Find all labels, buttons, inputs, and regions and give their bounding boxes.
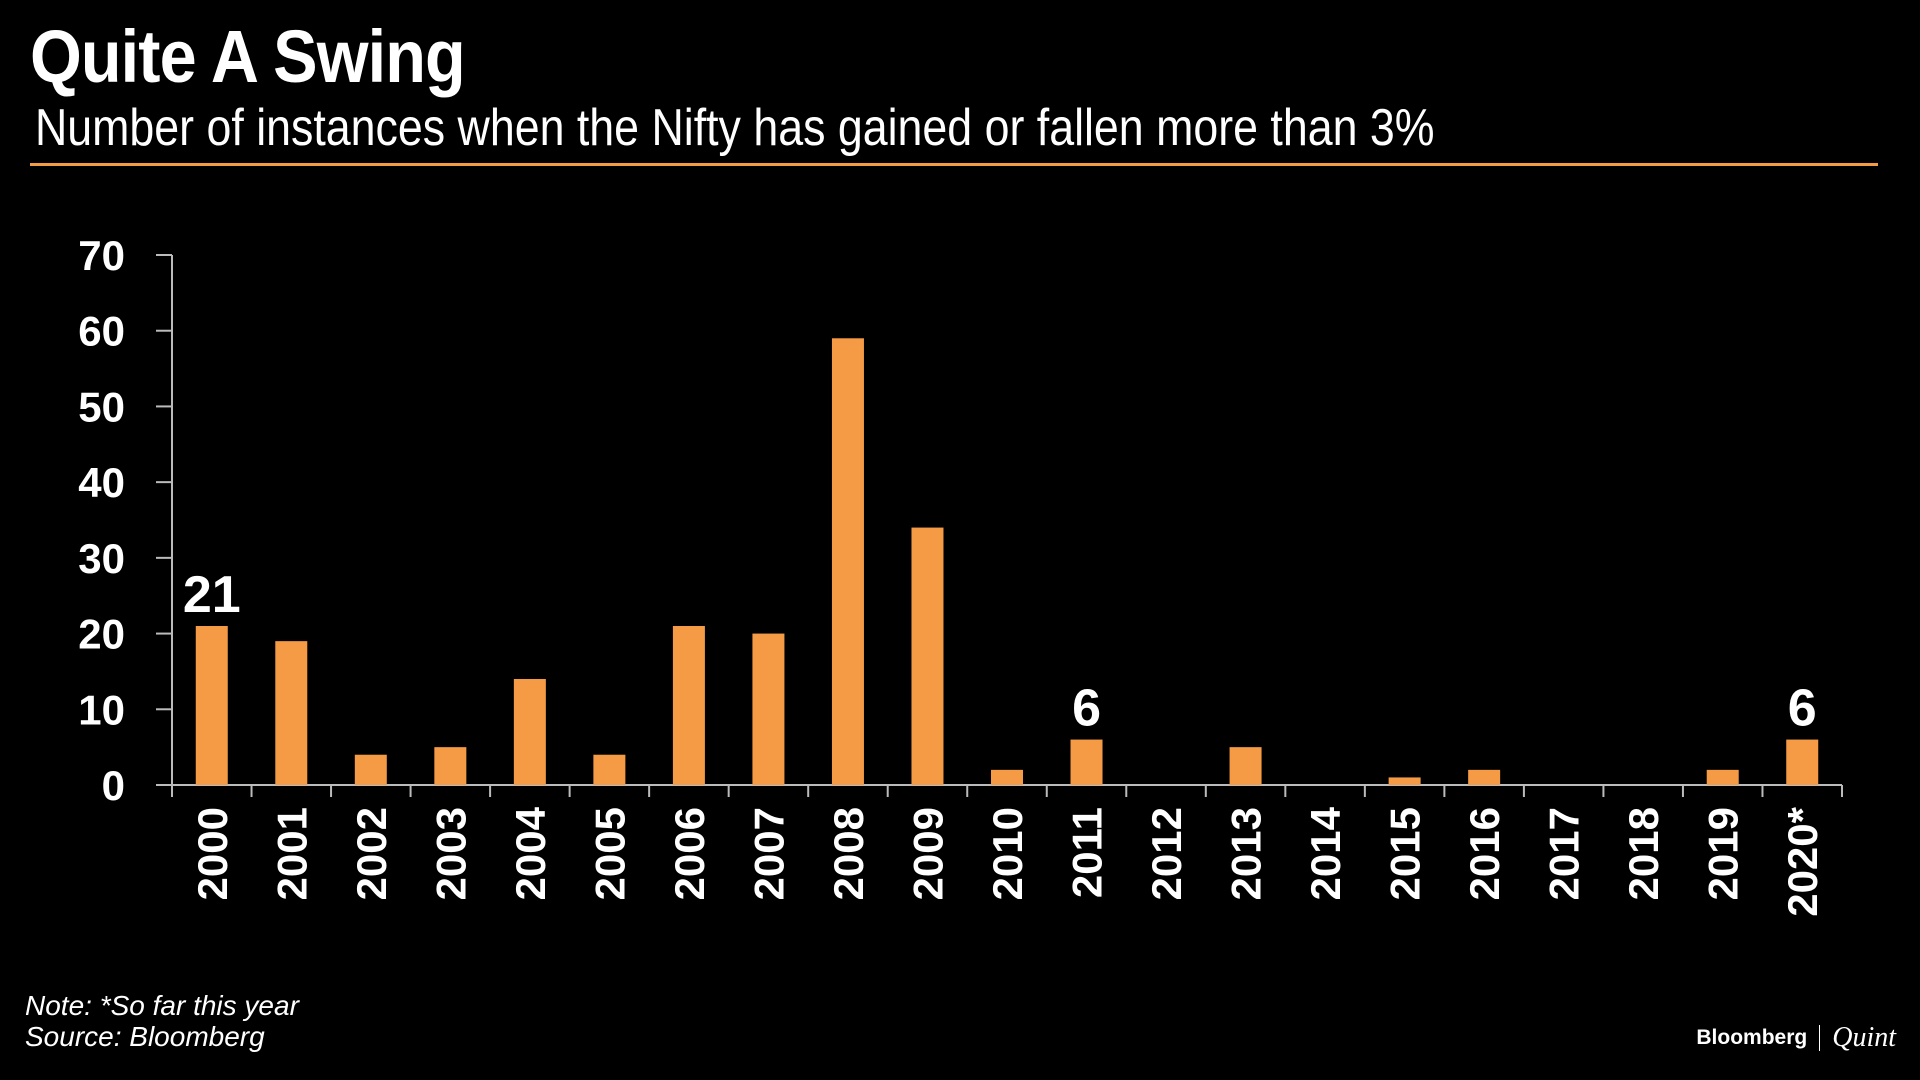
x-tick-label: 2011 xyxy=(1064,807,1111,898)
x-tick-label: 2003 xyxy=(427,807,474,900)
x-tick-label: 2007 xyxy=(745,807,792,900)
y-tick-label: 10 xyxy=(78,686,125,733)
x-tick-label: 2016 xyxy=(1461,807,1508,900)
brand-logo: Bloomberg Quint xyxy=(1696,1022,1896,1054)
bar-2002 xyxy=(354,754,387,785)
bar-2008 xyxy=(831,338,864,785)
x-tick-label: 2010 xyxy=(984,807,1031,900)
bar-2013 xyxy=(1229,747,1262,785)
chart-subtitle: Number of instances when the Nifty has g… xyxy=(35,99,1435,157)
x-tick-label: 2019 xyxy=(1700,807,1747,900)
bar-2020 xyxy=(1786,739,1819,785)
bar-2001 xyxy=(275,641,308,785)
y-tick-label: 70 xyxy=(78,232,125,279)
x-tick-label: 2012 xyxy=(1143,807,1190,900)
bar-2015 xyxy=(1388,777,1421,785)
x-tick-label: 2017 xyxy=(1541,807,1588,900)
brand-bloomberg: Bloomberg xyxy=(1696,1026,1808,1049)
x-tick-label: 2006 xyxy=(666,807,713,900)
x-tick-label: 2000 xyxy=(189,807,236,900)
y-tick-label: 60 xyxy=(78,308,125,355)
y-tick-label: 50 xyxy=(78,383,125,430)
bar-2005 xyxy=(593,754,626,785)
bar-2004 xyxy=(513,679,546,785)
data-label: 6 xyxy=(1788,680,1817,738)
y-tick-label: 0 xyxy=(102,762,125,809)
bar-2007 xyxy=(752,633,785,785)
x-tick-label: 2020* xyxy=(1779,806,1826,916)
x-tick-label: 2005 xyxy=(586,807,633,900)
source-note: Source: Bloomberg xyxy=(25,1021,265,1052)
x-tick-label: 2002 xyxy=(348,807,395,900)
x-tick-label: 2009 xyxy=(904,807,951,900)
y-tick-label: 30 xyxy=(78,535,125,582)
bar-2016 xyxy=(1468,769,1501,785)
data-label: 6 xyxy=(1072,680,1101,738)
x-tick-label: 2013 xyxy=(1223,807,1270,900)
brand-divider xyxy=(1819,1025,1821,1051)
y-tick-label: 20 xyxy=(78,611,125,658)
bar-2010 xyxy=(991,769,1023,785)
x-tick-label: 2008 xyxy=(825,807,872,900)
x-tick-label: 2015 xyxy=(1382,807,1429,900)
x-tick-label: 2014 xyxy=(1302,806,1349,900)
brand-quint: Quint xyxy=(1832,1022,1896,1053)
x-tick-label: 2018 xyxy=(1620,807,1667,900)
bar-2003 xyxy=(434,747,467,785)
bar-2000 xyxy=(195,626,228,785)
x-tick-label: 2004 xyxy=(507,806,554,900)
y-tick-label: 40 xyxy=(78,459,125,506)
footnote: Note: *So far this year xyxy=(25,990,299,1021)
chart-title: Quite A Swing xyxy=(30,15,466,98)
x-tick-label: 2001 xyxy=(268,807,315,900)
chart-notes: Note: *So far this year Source: Bloomber… xyxy=(25,990,299,1052)
title-divider xyxy=(30,163,1878,166)
data-label: 21 xyxy=(183,566,241,624)
bar-2011 xyxy=(1070,739,1103,785)
bar-2019 xyxy=(1706,769,1739,785)
bar-2009 xyxy=(911,527,944,785)
bar-2006 xyxy=(672,626,705,785)
